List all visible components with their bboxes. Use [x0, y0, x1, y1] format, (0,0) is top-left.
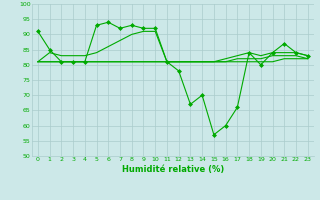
X-axis label: Humidité relative (%): Humidité relative (%) — [122, 165, 224, 174]
